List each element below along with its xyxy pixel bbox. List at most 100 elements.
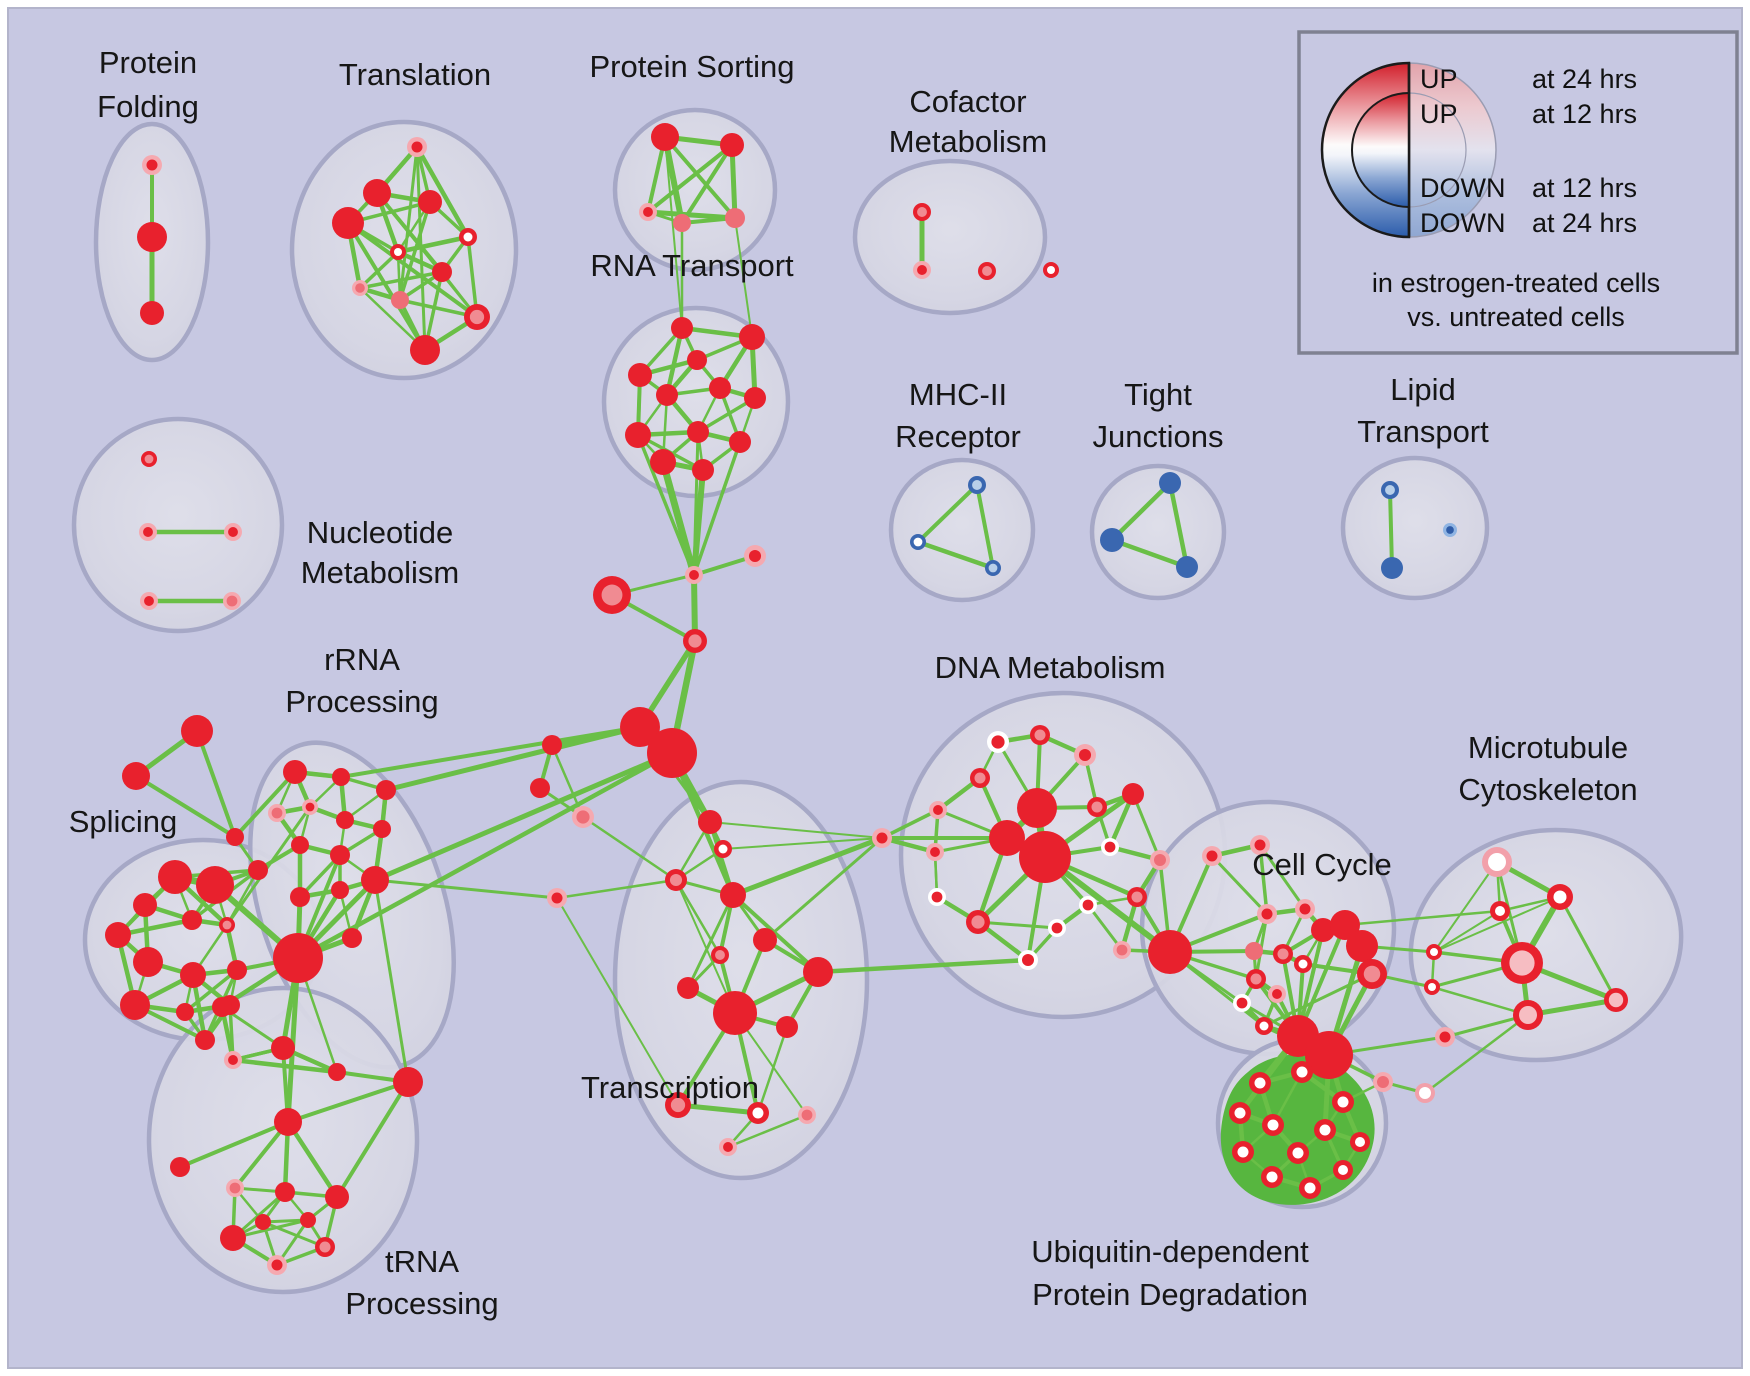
cluster-trna-ellipse [146,985,420,1295]
edge [373,878,410,1084]
node-cofactor-2-center [982,266,992,276]
node-nucleotide-2-center [228,527,238,537]
node-free-6 [542,735,562,755]
node-dnam-12-center [1104,841,1116,853]
node-rna-0 [671,317,693,339]
cluster-label-translation: Translation [339,57,491,92]
node-rrna-9 [290,887,310,907]
node-ubiquitin-10-center [1266,1171,1278,1183]
cluster-labels-layer: Protein Folding Translation Protein Sorting… [69,45,1638,1321]
node-translation-2 [418,190,442,214]
cluster-label-lipid: Transport [1357,414,1489,449]
legend-row-time: at 24 hrs [1532,208,1637,238]
node-cofactor-3-center [1047,266,1055,274]
node-rna-7 [625,422,651,448]
node-protein_sorting-2-center [643,207,653,217]
node-splicing-10 [176,1003,194,1021]
node-rrna-7 [291,836,309,854]
edge [686,893,735,990]
edge [680,143,734,225]
node-translation-0-center [411,141,423,153]
node-cell_cycle-11-center [1236,997,1248,1009]
node-translation-10 [410,335,440,365]
cluster-label-protein_sorting: Protein Sorting [589,49,794,84]
node-rna-11 [692,459,714,481]
cluster-label-microtubule: Microtubule [1468,730,1628,765]
node-cell_cycle-9-center [1250,973,1262,985]
node-rna-2 [628,363,652,387]
node-dnam-8 [989,820,1025,856]
node-dnam-19-center [1116,944,1128,956]
edge [346,221,479,319]
edge [1258,843,1307,911]
cluster-label-cofactor: Metabolism [889,124,1048,159]
node-free-11 [226,828,244,846]
node-rrna-6 [373,820,391,838]
legend-row-time: at 24 hrs [1532,64,1637,94]
edge [358,250,400,290]
node-trna-6 [220,1225,246,1251]
cluster-label-trna: tRNA [385,1244,459,1279]
legend-inner-half-icon [1351,91,1410,209]
node-free-0-center [601,584,623,606]
edge [225,805,312,927]
cluster-protein_sorting-ellipse [612,107,778,273]
legend-row-time: at 12 hrs [1532,173,1637,203]
edge [1131,792,1162,862]
node-protein_folding-2 [140,301,164,325]
node-splicing-0 [158,860,192,894]
node-ubiquitin-9-center [1338,1165,1348,1175]
node-cofactor-1-center [917,265,927,275]
edge [555,878,678,900]
edge [1433,896,1561,953]
node-dnam-7 [1017,788,1057,828]
node-dnam-3-center [974,772,986,784]
node-cell_cycle-10-center [1272,989,1282,999]
node-ubiquitin-3-center [1234,1107,1246,1119]
node-rna-6 [744,387,766,409]
node-dnam-11 [1122,783,1144,805]
node-transcription-11-center [752,1107,764,1119]
edge [731,893,820,974]
node-protein_folding-1 [137,222,167,252]
node-nucleotide-4-center [226,595,238,607]
edge [581,815,678,882]
node-splicing-1 [196,866,234,904]
cluster-label-rna: RNA Transport [590,248,794,283]
node-cell_cycle-7-center [1277,948,1289,960]
cluster-label-ubiquitin: Ubiquitin-dependent [1031,1234,1309,1269]
edge [1086,903,1124,952]
node-rrna-12 [273,933,323,983]
node-transcription-8 [803,957,833,987]
node-dnam-5-center [876,832,888,844]
edge [398,145,419,302]
cluster-label-dnam: DNA Metabolism [935,650,1166,685]
edge [556,897,679,1106]
node-ubiquitin-5-center [1319,1124,1331,1136]
node-splicing-9 [120,990,150,1020]
node-cell_cycle-6 [1245,942,1263,960]
edge [674,878,722,957]
node-microtubule-8-center [1439,1031,1451,1043]
edge [1167,480,1190,570]
node-lipid-2-center [1446,526,1454,534]
node-cell_cycle-0-center [1261,908,1273,920]
node-cell_cycle-1-center [1299,903,1311,915]
node-splicing-12 [195,1030,215,1050]
node-cell_cycle-15-center [1206,850,1218,862]
cluster-label-transcription: Transcription [581,1070,759,1105]
cluster-mhc-ellipse [888,457,1036,603]
node-microtubule-2-center [1495,906,1505,916]
edge [398,200,432,302]
node-free-2-center [748,549,762,563]
node-microtubule-4-center [1519,1006,1537,1024]
edge [285,955,301,1125]
cluster-label-tight: Tight [1124,377,1192,412]
edge [134,774,237,839]
node-rrna-11 [361,866,389,894]
node-free-9 [181,715,213,747]
node-translation-8 [391,291,409,309]
node-rrna-3-center [271,807,283,819]
edge [692,440,742,577]
